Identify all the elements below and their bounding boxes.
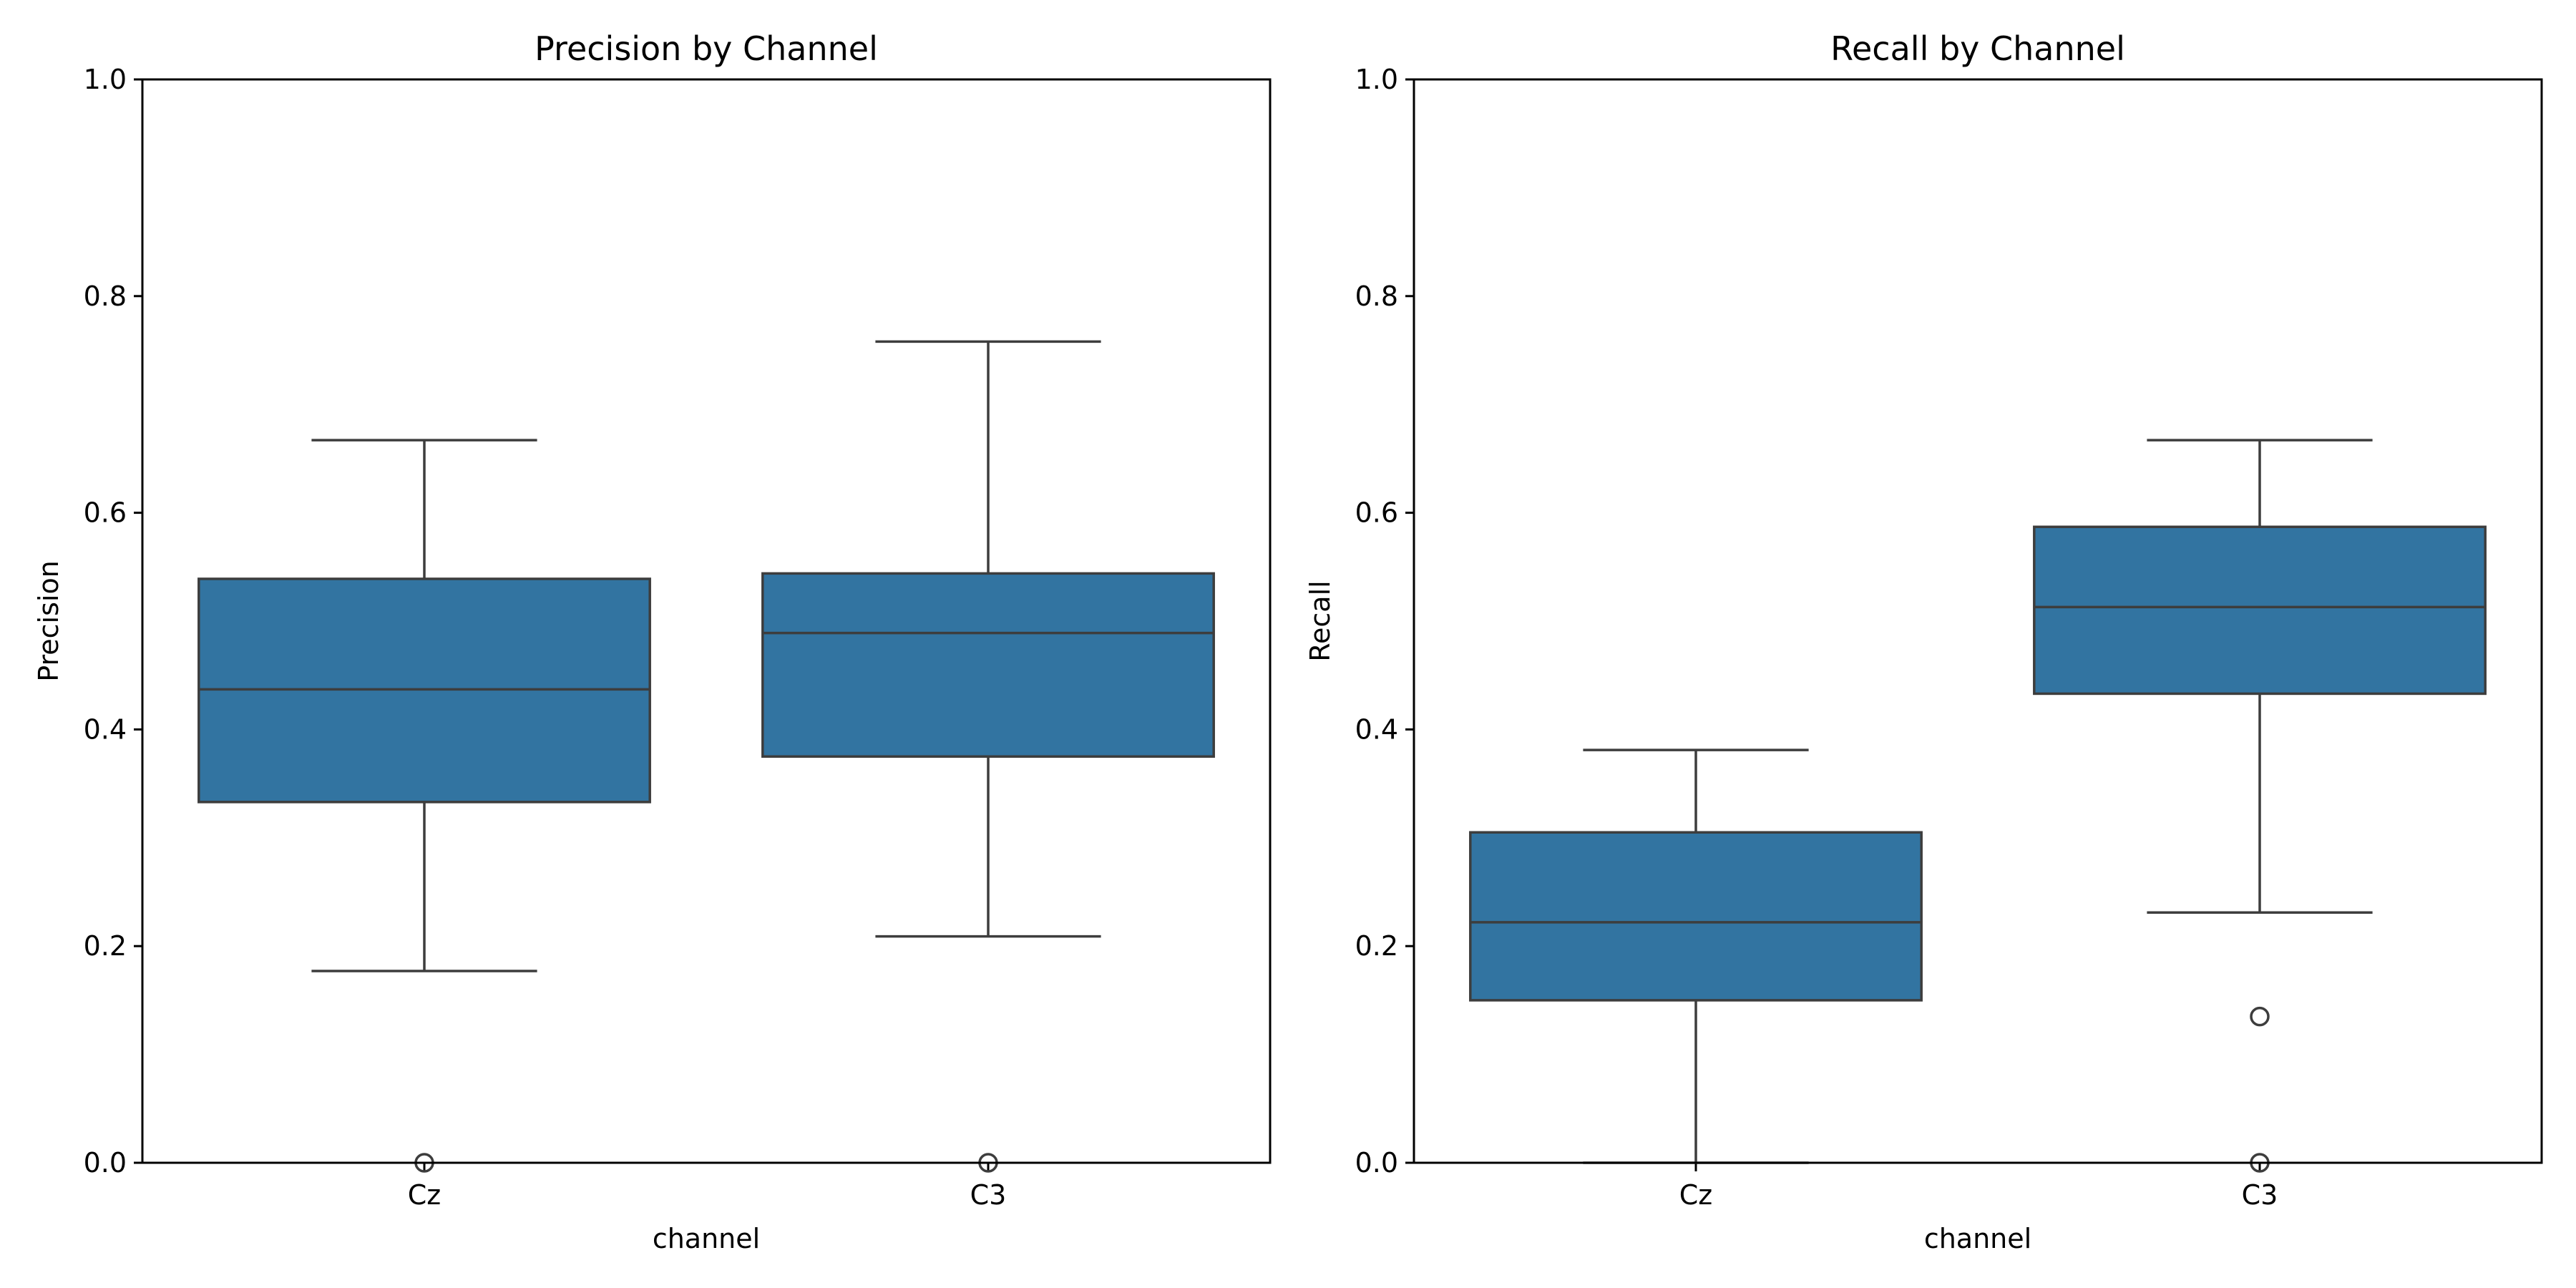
recall-box-cz <box>1469 748 1923 1164</box>
y-axis-label-recall: Recall <box>1304 580 1336 661</box>
recall-y-tick-label-5: 1.0 <box>1355 64 1398 95</box>
recall-y-tick-label-2: 0.4 <box>1355 713 1398 745</box>
precision-y-tick-label-1: 0.2 <box>84 930 127 962</box>
precision-y-tick-label-3: 0.6 <box>84 497 127 529</box>
recall-chart: Recall by Channel 0.0 0.2 0.4 0.6 0.8 1.0 Cz C3… <box>1304 29 2543 1254</box>
precision-box-c3 <box>761 340 1215 1173</box>
precision-y-tick-label-4: 0.8 <box>84 280 127 312</box>
chart-title-recall: Recall by Channel <box>1830 29 2125 68</box>
precision-iqr-box-c3 <box>761 572 1215 758</box>
recall-x-tick-label-c3: C3 <box>2242 1179 2278 1211</box>
precision-box-cz <box>197 439 651 1173</box>
x-axis-label-recall: channel <box>1924 1223 2031 1254</box>
precision-y-tick-label-0: 0.0 <box>84 1147 127 1179</box>
precision-y-tick-label-2: 0.4 <box>84 713 127 745</box>
precision-chart: Precision by Channel 0.0 0.2 0.4 0.6 0.8 1.0 C… <box>33 29 1272 1254</box>
recall-y-tick-label-0: 0.0 <box>1355 1147 1398 1179</box>
precision-x-tick-label-cz: Cz <box>408 1179 441 1211</box>
axes-frame-precision <box>141 78 1272 1164</box>
chart-title-precision: Precision by Channel <box>535 29 878 68</box>
recall-box-c3 <box>2033 439 2487 1173</box>
recall-y-tick-label-3: 0.6 <box>1355 497 1398 529</box>
recall-outlier-c3-0 <box>2250 1006 2270 1027</box>
recall-y-tick-label-1: 0.2 <box>1355 930 1398 962</box>
recall-y-tick-label-4: 0.8 <box>1355 280 1398 312</box>
y-axis-label-precision: Precision <box>33 560 64 682</box>
x-axis-label-precision: channel <box>653 1223 760 1254</box>
recall-iqr-box-cz <box>1469 831 1923 1002</box>
precision-x-tick-label-c3: C3 <box>970 1179 1007 1211</box>
recall-iqr-box-c3 <box>2033 525 2487 696</box>
precision-y-tick-label-5: 1.0 <box>84 64 127 95</box>
recall-x-tick-label-cz: Cz <box>1679 1179 1712 1211</box>
axes-frame-recall <box>1413 78 2543 1164</box>
